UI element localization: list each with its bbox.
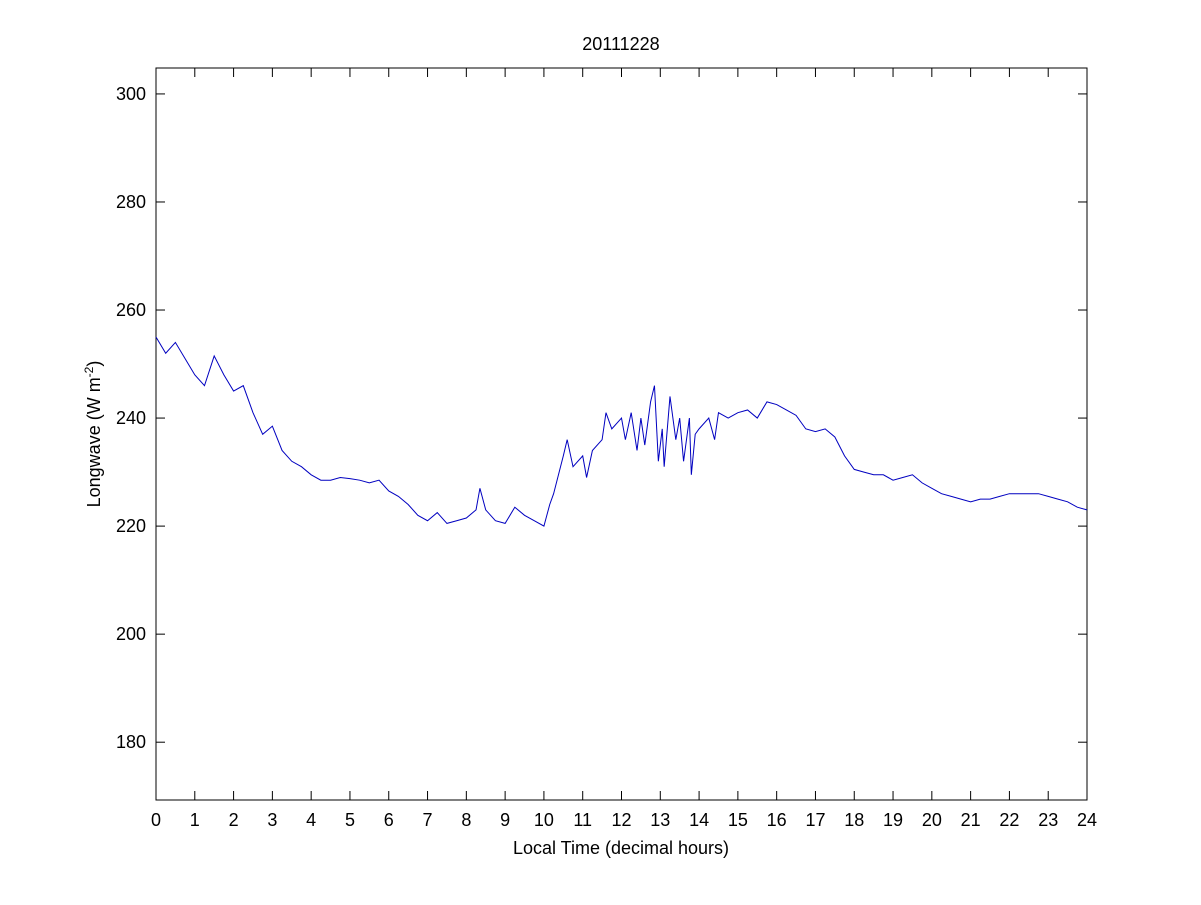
x-tick-label: 22 [999, 810, 1019, 830]
y-tick-label: 180 [116, 732, 146, 752]
x-tick-label: 14 [689, 810, 709, 830]
x-tick-label: 5 [345, 810, 355, 830]
x-tick-label: 15 [728, 810, 748, 830]
x-tick-label: 12 [611, 810, 631, 830]
y-label-close: ) [84, 361, 104, 367]
x-tick-label: 9 [500, 810, 510, 830]
x-axis-label: Local Time (decimal hours) [513, 838, 729, 858]
x-tick-label: 20 [922, 810, 942, 830]
x-tick-label: 7 [423, 810, 433, 830]
x-tick-label: 21 [961, 810, 981, 830]
plot-box [155, 67, 1088, 801]
x-tick-label: 0 [151, 810, 161, 830]
x-tick-label: 8 [461, 810, 471, 830]
x-tick-label: 17 [805, 810, 825, 830]
x-tick-label: 10 [534, 810, 554, 830]
y-tick-label: 280 [116, 192, 146, 212]
y-tick-label: 220 [116, 516, 146, 536]
x-tick-label: 23 [1038, 810, 1058, 830]
y-tick-label: 200 [116, 624, 146, 644]
x-tick-label: 1 [190, 810, 200, 830]
x-tick-label: 16 [767, 810, 787, 830]
x-tick-label: 19 [883, 810, 903, 830]
x-tick-label: 2 [229, 810, 239, 830]
x-tick-label: 11 [573, 810, 592, 830]
y-axis-label: Longwave (W m-2) [82, 361, 104, 508]
y-tick-label: 240 [116, 408, 146, 428]
x-tick-label: 13 [650, 810, 670, 830]
chart-title: 20111228 [582, 34, 659, 54]
x-tick-label: 6 [384, 810, 394, 830]
y-tick-label: 300 [116, 84, 146, 104]
data-line [155, 336, 1088, 527]
y-label-exponent: -2 [82, 366, 96, 377]
x-tick-label: 18 [844, 810, 864, 830]
y-tick-label: 260 [116, 300, 146, 320]
x-tick-label: 4 [306, 810, 316, 830]
x-tick-label: 24 [1077, 810, 1097, 830]
x-tick-label: 3 [267, 810, 277, 830]
y-label-text: Longwave (W m [84, 377, 104, 507]
